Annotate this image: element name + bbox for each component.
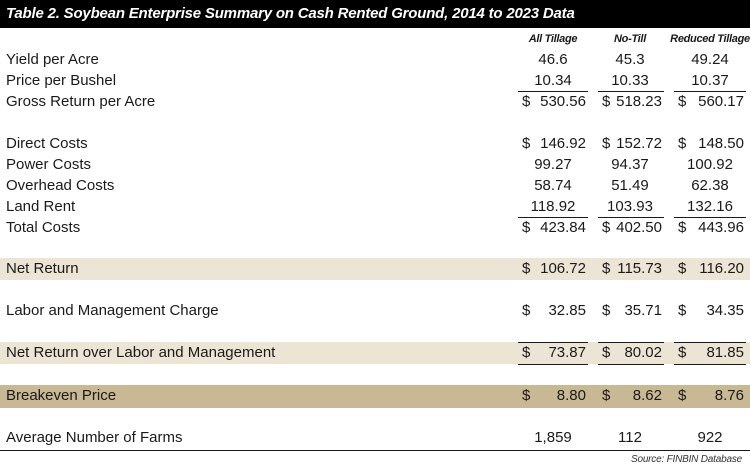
cell-reduced-tillage: 62.38: [691, 177, 729, 194]
currency-symbol: $: [602, 219, 611, 236]
currency-symbol: $: [602, 135, 611, 152]
currency-symbol: $: [678, 302, 687, 319]
cell-no-till: 10.33: [611, 72, 649, 89]
cell-reduced-tillage: 49.24: [691, 51, 729, 68]
row-label: Price per Bushel: [6, 72, 117, 89]
currency-symbol: $: [678, 344, 687, 361]
column-rule: [674, 364, 746, 365]
currency-symbol: $: [522, 302, 531, 319]
cell-reduced-tillage: 10.37: [691, 72, 729, 89]
bottom-rule: [0, 450, 750, 451]
table-row-overhead-costs: Overhead Costs 58.74 51.49 62.38: [0, 176, 750, 197]
row-label: Net Return over Labor and Management: [6, 344, 276, 361]
column-rule: [598, 342, 664, 343]
row-label: Total Costs: [6, 219, 81, 236]
currency-symbol: $: [522, 260, 531, 277]
row-label: Breakeven Price: [6, 387, 117, 404]
column-header-all-tillage: All Tillage: [528, 33, 578, 45]
row-label: Direct Costs: [6, 135, 88, 152]
cell-all-tillage: 118.92: [530, 198, 576, 215]
table-row-net-return: Net Return $106.72 $115.73 $116.20: [6, 260, 744, 277]
column-header-reduced-tillage: Reduced Tillage: [670, 33, 750, 45]
column-rule: [598, 364, 664, 365]
cell-all-tillage: 10.34: [534, 72, 572, 89]
currency-symbol: $: [522, 387, 531, 404]
column-rule: [674, 91, 746, 92]
cell-no-till: 94.37: [611, 156, 649, 173]
cell-no-till: 45.3: [615, 51, 645, 68]
column-rule: [518, 342, 588, 343]
cell-all-tillage: 99.27: [534, 156, 572, 173]
column-rule: [598, 91, 664, 92]
currency-symbol: $: [678, 135, 687, 152]
breakeven-band: [0, 385, 750, 408]
net-return-labor-band: [0, 342, 750, 364]
column-rule: [674, 217, 746, 218]
row-label: Net Return: [6, 260, 79, 277]
table-row-direct-costs: Direct Costs $146.92 $152.72 $148.50: [6, 135, 744, 152]
table-row-total-costs: Total Costs $423.84 $402.50 $443.96: [6, 219, 744, 236]
currency-symbol: $: [522, 344, 531, 361]
column-rule: [518, 364, 588, 365]
table-title: Table 2. Soybean Enterprise Summary on C…: [6, 5, 575, 22]
table-row-yield: Yield per Acre 46.6 45.3 49.24: [0, 50, 750, 71]
table-row-gross-return: Gross Return per Acre $530.56 $518.23 $5…: [6, 93, 744, 110]
column-rule: [518, 91, 588, 92]
currency-symbol: $: [522, 219, 531, 236]
cell-reduced-tillage: 132.16: [687, 198, 733, 215]
currency-symbol: $: [602, 93, 611, 110]
currency-symbol: $: [522, 93, 531, 110]
row-label: Labor and Management Charge: [6, 302, 219, 319]
row-label: Gross Return per Acre: [6, 93, 156, 110]
table-row-breakeven-price: Breakeven Price $8.80 $8.62 $8.76: [6, 387, 744, 404]
cell-reduced-tillage: 922: [697, 429, 723, 446]
net-return-band: [0, 258, 750, 280]
row-label: Land Rent: [6, 198, 76, 215]
table-row-labor-management-charge: Labor and Management Charge $32.85 $35.7…: [6, 302, 744, 319]
row-label: Overhead Costs: [6, 177, 115, 194]
cell-no-till: 112: [618, 429, 642, 446]
source-note: Source: FINBIN Database: [630, 454, 742, 465]
row-label: Power Costs: [6, 156, 92, 173]
column-header-no-till: No-Till: [614, 33, 646, 45]
cell-no-till: 51.49: [611, 177, 649, 194]
currency-symbol: $: [678, 219, 687, 236]
cell-all-tillage: 46.6: [538, 51, 568, 68]
currency-symbol: $: [602, 344, 611, 361]
currency-symbol: $: [678, 93, 687, 110]
table-row-net-return-over-labor: Net Return over Labor and Management $73…: [6, 344, 744, 361]
table-row-land-rent: Land Rent 118.92 103.93 132.16: [0, 197, 750, 218]
cell-all-tillage: 1,859: [534, 429, 572, 446]
currency-symbol: $: [522, 135, 531, 152]
row-label: Yield per Acre: [6, 51, 99, 68]
table-row-power-costs: Power Costs 99.27 94.37 100.92: [0, 155, 750, 176]
column-rule: [674, 342, 746, 343]
currency-symbol: $: [678, 387, 687, 404]
currency-symbol: $: [678, 260, 687, 277]
row-label: Average Number of Farms: [6, 429, 183, 446]
table-row-average-farms: Average Number of Farms 1,859 112 922: [0, 428, 750, 449]
column-rule: [518, 217, 588, 218]
cell-no-till: 103.93: [607, 198, 653, 215]
currency-symbol: $: [602, 302, 611, 319]
currency-symbol: $: [602, 387, 611, 404]
cell-all-tillage: 58.74: [534, 177, 572, 194]
table-row-price: Price per Bushel 10.34 10.33 10.37: [0, 71, 750, 92]
column-rule: [598, 217, 664, 218]
currency-symbol: $: [602, 260, 611, 277]
title-bar: Table 2. Soybean Enterprise Summary on C…: [0, 0, 750, 28]
cell-reduced-tillage: 100.92: [687, 156, 733, 173]
